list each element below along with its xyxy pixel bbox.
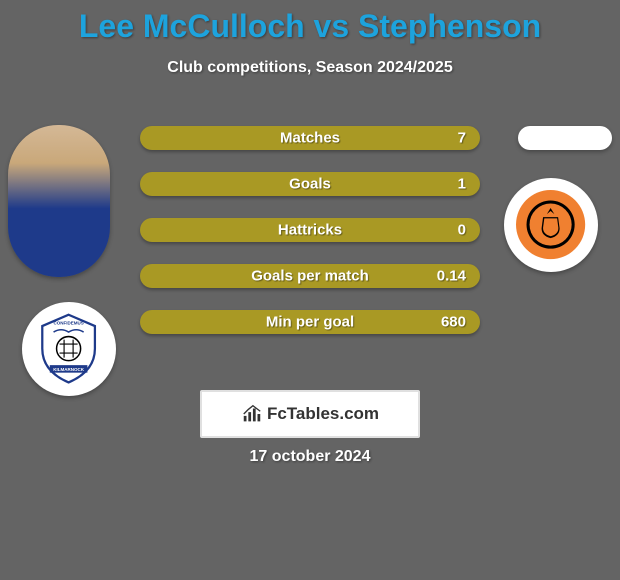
stat-value: 0.14	[437, 268, 466, 285]
comparison-card: Lee McCulloch vs Stephenson Club competi…	[0, 0, 620, 580]
svg-text:CONFIDEMUS: CONFIDEMUS	[54, 321, 84, 326]
stat-label: Goals per match	[251, 268, 369, 285]
player1-photo-placeholder	[8, 125, 110, 277]
stat-bar-hattricks: Hattricks 0	[140, 218, 480, 242]
stat-bar-min-per-goal: Min per goal 680	[140, 310, 480, 334]
stat-value: 0	[458, 222, 466, 239]
stat-value: 7	[458, 130, 466, 147]
svg-text:DUNDEE UNITED: DUNDEE UNITED	[513, 187, 556, 189]
stat-bar-matches: Matches 7	[140, 126, 480, 150]
svg-text:KILMARNOCK: KILMARNOCK	[54, 368, 85, 373]
stat-value: 1	[458, 176, 466, 193]
stat-label: Goals	[289, 176, 331, 193]
fctables-text: FcTables.com	[267, 404, 379, 424]
page-title: Lee McCulloch vs Stephenson	[0, 0, 620, 45]
player1-club-badge: CONFIDEMUS KILMARNOCK	[22, 302, 116, 396]
chart-icon	[241, 403, 263, 425]
fctables-logo: FcTables.com	[200, 390, 420, 438]
date: 17 october 2024	[250, 448, 371, 466]
stat-label: Hattricks	[278, 222, 342, 239]
stat-bar-goals-per-match: Goals per match 0.14	[140, 264, 480, 288]
stat-label: Min per goal	[266, 314, 354, 331]
subtitle: Club competitions, Season 2024/2025	[0, 59, 620, 77]
player2-photo	[518, 126, 612, 150]
player2-club-badge: DUNDEE UNITED	[504, 178, 598, 272]
player1-photo	[8, 125, 110, 277]
stat-bar-goals: Goals 1	[140, 172, 480, 196]
stat-label: Matches	[280, 130, 340, 147]
dundee-united-badge-icon: DUNDEE UNITED	[513, 187, 588, 262]
stat-value: 680	[441, 314, 466, 331]
stats-bars: Matches 7 Goals 1 Hattricks 0 Goals per …	[140, 126, 480, 356]
kilmarnock-badge-icon: CONFIDEMUS KILMARNOCK	[31, 311, 106, 386]
